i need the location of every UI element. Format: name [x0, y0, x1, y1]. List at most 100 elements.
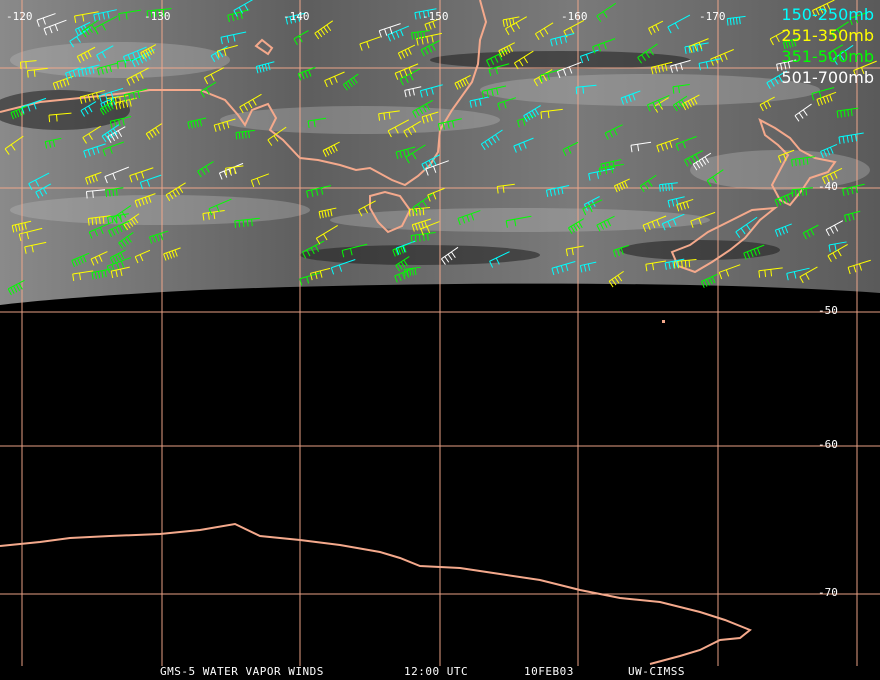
- wind-barb: [776, 59, 797, 72]
- wind-barb: [378, 110, 400, 121]
- wind-barb: [403, 266, 421, 277]
- wind-barb: [630, 141, 652, 153]
- wind-barb: [545, 185, 570, 198]
- wind-barb: [239, 93, 262, 114]
- wind-barb: [408, 206, 431, 217]
- wind-barb: [107, 213, 129, 225]
- wind-barb: [395, 146, 416, 159]
- wind-barb: [539, 68, 563, 83]
- wind-barb: [480, 129, 503, 151]
- imagery-dark-bands: [0, 51, 780, 265]
- wind-barb: [496, 183, 515, 194]
- wind-barb: [359, 36, 381, 51]
- wind-barb: [427, 187, 445, 202]
- wind-barb: [758, 267, 783, 278]
- wind-barb: [421, 154, 441, 171]
- wind-barb: [650, 61, 673, 75]
- wind-barb: [596, 215, 615, 232]
- wind-barb: [318, 207, 337, 219]
- wind-barb: [849, 12, 867, 26]
- wind-barb: [18, 227, 43, 241]
- wind-barb: [302, 240, 325, 259]
- wind-barb: [820, 143, 838, 159]
- wind-barb: [802, 224, 819, 240]
- wind-barb: [575, 84, 597, 95]
- wind-barb: [412, 99, 434, 118]
- wind-barb: [441, 246, 459, 265]
- wind-barb: [667, 14, 691, 34]
- wind-barb: [235, 129, 255, 140]
- wind-barb: [88, 222, 112, 239]
- lon-label-170: -170: [699, 10, 726, 23]
- wind-barb: [220, 31, 247, 45]
- tasmania-coastline: [369, 190, 412, 234]
- lon-label-160: -160: [561, 10, 588, 23]
- wind-barb: [811, 87, 835, 101]
- wind-barb: [690, 211, 716, 228]
- wind-barb: [847, 259, 871, 275]
- wind-barb: [19, 60, 37, 70]
- wind-barb: [48, 112, 72, 123]
- wind-barb: [306, 185, 332, 198]
- wind-barb: [87, 215, 111, 226]
- wind-barb: [77, 64, 100, 77]
- wind-barb: [421, 111, 439, 124]
- lat-label-40: -40: [818, 180, 838, 193]
- wind-barb: [513, 50, 534, 70]
- lon-label-130: -130: [144, 10, 171, 23]
- wind-barb: [502, 16, 520, 27]
- wind-barb: [122, 46, 147, 64]
- wind-barb: [225, 165, 244, 176]
- lon-label-150: -150: [422, 10, 449, 23]
- wind-barb: [556, 61, 582, 79]
- wind-barb: [675, 136, 697, 151]
- wind-barb: [28, 172, 50, 191]
- wind-barb: [700, 273, 718, 289]
- wind-barb: [322, 141, 340, 157]
- wind-barb: [489, 251, 510, 268]
- wind-barb: [11, 220, 32, 233]
- wind-barb: [65, 67, 81, 80]
- wind-barb: [218, 162, 244, 180]
- wind-barb: [85, 189, 106, 199]
- footer-organization: UW-CIMSS: [628, 665, 685, 678]
- wind-barb: [488, 63, 510, 77]
- wind-barb: [726, 15, 746, 26]
- wind-barb: [672, 95, 688, 112]
- wind-barb: [684, 150, 704, 167]
- wind-barb: [420, 221, 440, 236]
- wind-barb: [404, 86, 422, 98]
- wind-barb: [598, 163, 624, 176]
- wind-barb: [498, 42, 515, 58]
- wind-barb: [341, 243, 368, 258]
- wind-barb: [645, 260, 667, 272]
- wind-barb: [324, 71, 345, 88]
- wind-barb: [342, 73, 359, 91]
- wind-barb: [109, 116, 132, 129]
- wind-barb: [816, 91, 837, 107]
- wind-barb: [378, 23, 401, 38]
- wind-barb: [102, 141, 125, 157]
- lat-lon-grid: [0, 0, 880, 666]
- wind-barb: [7, 279, 25, 296]
- wind-barb: [782, 37, 800, 50]
- wind-barb: [97, 62, 118, 76]
- wind-barb: [596, 2, 617, 22]
- wind-barb: [838, 132, 864, 145]
- wind-barb: [769, 28, 788, 46]
- wind-barb: [692, 152, 712, 171]
- wind-barb: [35, 183, 52, 199]
- wind-barb: [523, 105, 541, 122]
- wind-barb: [481, 85, 507, 99]
- wind-barb: [637, 43, 658, 64]
- wind-barb: [853, 60, 877, 78]
- wind-barb: [505, 16, 528, 36]
- wind-barb: [250, 173, 270, 188]
- lat-label-60: -60: [818, 438, 838, 451]
- wind-barb: [79, 89, 105, 104]
- wind-barb: [358, 200, 376, 217]
- wind-barb: [833, 44, 854, 65]
- wind-barb: [36, 13, 56, 27]
- wind-barb: [420, 40, 440, 57]
